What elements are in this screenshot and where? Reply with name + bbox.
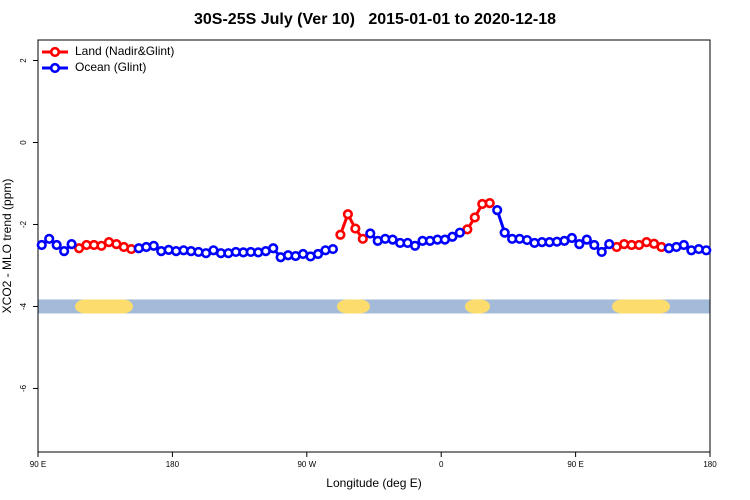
series-marker — [454, 227, 465, 238]
series-marker — [574, 239, 585, 250]
y-tick-label: 2 — [19, 58, 28, 63]
x-axis-label: Longitude (deg E) — [326, 476, 421, 490]
series-marker — [701, 245, 712, 256]
series-marker — [327, 243, 339, 255]
series-marker — [469, 212, 480, 223]
legend-marker — [49, 46, 61, 58]
x-tick-label: 180 — [166, 460, 180, 469]
series-marker — [566, 232, 577, 244]
series-marker — [678, 239, 689, 251]
series-marker — [44, 233, 55, 244]
series-marker — [66, 239, 77, 250]
legend-label: Ocean (Glint) — [75, 60, 146, 74]
land-band — [336, 299, 370, 314]
series-marker — [148, 240, 159, 251]
legend-marker — [49, 62, 61, 74]
x-tick-label: 90 E — [567, 460, 583, 469]
series-marker — [268, 243, 279, 254]
x-tick-label: 0 — [439, 460, 444, 469]
y-tick-label: -4 — [19, 302, 28, 310]
land-band — [75, 299, 133, 314]
series-marker — [357, 233, 368, 244]
series-marker — [484, 198, 495, 209]
legend-label: Land (Nadir&Glint) — [75, 44, 174, 58]
series-marker — [96, 240, 107, 251]
series-marker — [36, 239, 47, 251]
series-marker — [312, 248, 324, 260]
series-marker — [581, 234, 592, 245]
series-marker — [59, 246, 70, 257]
x-tick-label: 180 — [703, 460, 717, 469]
series-marker — [335, 229, 346, 240]
y-axis-label: XCO2 - MLO trend (ppm) — [0, 179, 14, 314]
series-marker — [604, 239, 615, 250]
land-band — [612, 299, 670, 314]
series-marker — [499, 227, 510, 238]
series-marker — [51, 239, 62, 251]
series-marker — [350, 223, 361, 234]
land-band — [464, 299, 491, 314]
series-marker — [589, 239, 600, 251]
series-marker — [447, 231, 458, 242]
series-marker — [409, 240, 421, 251]
series-marker — [596, 246, 607, 258]
x-tick-label: 90 W — [297, 460, 316, 469]
series-marker — [342, 209, 353, 220]
y-tick-label: -2 — [19, 220, 28, 228]
x-tick-label: 90 E — [30, 460, 46, 469]
chart-title: 30S-25S July (Ver 10) 2015-01-01 to 2020… — [194, 11, 556, 28]
y-tick-label: -6 — [19, 384, 28, 392]
ocean-band — [38, 299, 710, 314]
series-line — [338, 210, 365, 240]
series-marker — [365, 228, 376, 239]
y-tick-label: 0 — [19, 140, 28, 145]
series-marker — [492, 205, 503, 216]
